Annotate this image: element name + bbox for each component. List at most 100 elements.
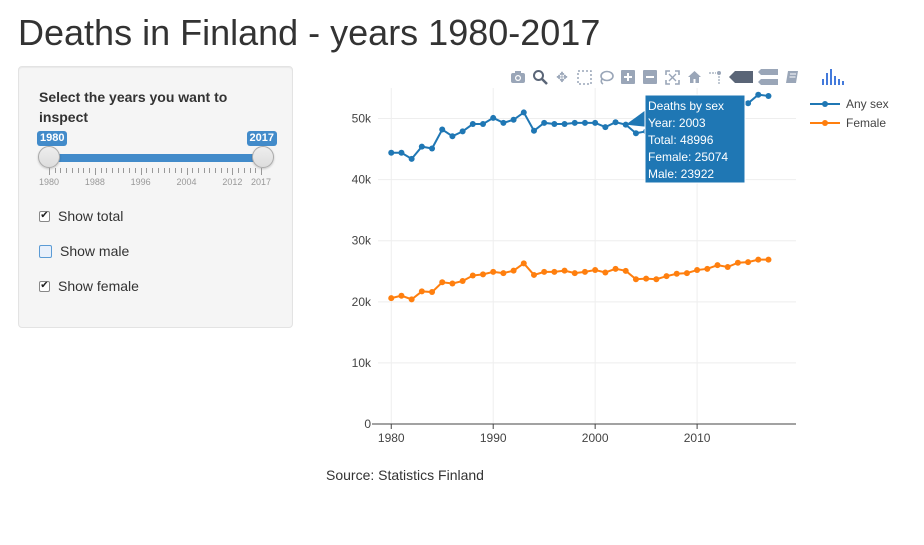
data-point bbox=[632, 130, 639, 137]
year-range-slider[interactable]: 1980 2017 1980 1988 1996 2004 2012 2017 bbox=[37, 131, 277, 191]
data-point bbox=[490, 268, 497, 275]
data-point bbox=[510, 267, 517, 274]
spike-lines-icon[interactable] bbox=[706, 68, 726, 86]
data-point bbox=[398, 292, 405, 299]
legend-marker bbox=[822, 101, 828, 107]
data-point bbox=[480, 271, 487, 278]
show-total-checkbox[interactable]: ✔ Show total bbox=[39, 207, 123, 225]
data-point bbox=[510, 116, 517, 123]
data-point bbox=[408, 296, 415, 303]
edit-chart-icon[interactable] bbox=[782, 68, 802, 86]
slider-tick bbox=[66, 168, 68, 173]
slider-tick bbox=[77, 168, 79, 173]
data-point bbox=[388, 149, 395, 156]
data-point bbox=[429, 145, 436, 152]
data-point bbox=[714, 262, 721, 269]
data-point bbox=[581, 119, 588, 126]
slider-tick bbox=[60, 168, 62, 173]
y-tick-label: 40k bbox=[352, 173, 372, 187]
data-point bbox=[581, 268, 588, 275]
y-tick-label: 30k bbox=[352, 234, 372, 248]
slider-tick-label: 1988 bbox=[84, 177, 105, 187]
slider-tick bbox=[89, 168, 91, 173]
tooltip-line: Female: 25074 bbox=[648, 150, 728, 164]
slider-tick bbox=[112, 168, 114, 173]
data-point bbox=[520, 109, 527, 116]
data-point bbox=[663, 273, 670, 280]
y-tick-label: 10k bbox=[352, 356, 372, 370]
slider-track[interactable] bbox=[49, 154, 261, 162]
data-point bbox=[551, 121, 558, 128]
data-point bbox=[734, 259, 741, 266]
slider-handle-from[interactable] bbox=[38, 146, 60, 168]
tooltip-pointer bbox=[625, 110, 645, 127]
data-point bbox=[541, 119, 548, 126]
tooltip-line: Male: 23922 bbox=[648, 167, 714, 181]
data-point bbox=[643, 275, 650, 282]
slider-tick bbox=[129, 168, 131, 173]
data-point bbox=[439, 279, 446, 286]
data-point bbox=[530, 127, 537, 134]
slider-handle-to[interactable] bbox=[252, 146, 274, 168]
slider-tick-label: 1996 bbox=[130, 177, 151, 187]
camera-icon[interactable] bbox=[508, 68, 528, 86]
data-point bbox=[388, 295, 395, 302]
zoom-out-icon[interactable] bbox=[640, 68, 660, 86]
data-point bbox=[571, 270, 578, 277]
data-point bbox=[449, 133, 456, 140]
data-point bbox=[724, 263, 731, 270]
slider-tick bbox=[203, 168, 205, 173]
legend-label: Female bbox=[846, 116, 886, 130]
checkbox-checked-icon[interactable]: ✔ bbox=[39, 210, 50, 222]
data-point bbox=[632, 276, 639, 283]
plotly-logo-icon[interactable] bbox=[818, 68, 848, 86]
zoom-in-icon[interactable] bbox=[618, 68, 638, 86]
slider-tick bbox=[146, 168, 148, 173]
slider-ticks: 1980 1988 1996 2004 2012 2017 bbox=[37, 168, 273, 188]
show-male-checkbox[interactable]: Show male bbox=[39, 242, 129, 260]
checkbox-checked-icon[interactable]: ✔ bbox=[39, 280, 50, 292]
slider-tick-label: 2012 bbox=[222, 177, 243, 187]
data-point bbox=[704, 265, 711, 272]
slider-tick bbox=[255, 168, 257, 173]
tooltip-box bbox=[644, 94, 746, 184]
slider-tick bbox=[49, 168, 50, 175]
show-female-label: Show female bbox=[58, 278, 139, 294]
data-point bbox=[408, 155, 415, 162]
data-point bbox=[449, 280, 456, 287]
reset-axes-icon[interactable] bbox=[684, 68, 704, 86]
data-point bbox=[480, 121, 487, 128]
slider-tick bbox=[134, 168, 136, 173]
slider-tick bbox=[209, 168, 211, 173]
show-female-checkbox[interactable]: ✔ Show female bbox=[39, 277, 139, 295]
data-point bbox=[459, 278, 466, 285]
page-title: Deaths in Finland - years 1980-2017 bbox=[18, 12, 601, 53]
slider-tick bbox=[140, 168, 142, 175]
slider-tick bbox=[261, 168, 262, 175]
y-tick-label: 0 bbox=[364, 417, 371, 431]
hover-compare-icon[interactable] bbox=[756, 68, 780, 86]
slider-tick bbox=[157, 168, 159, 173]
slider-tick bbox=[152, 168, 154, 173]
hover-closest-icon[interactable] bbox=[728, 68, 754, 86]
data-point bbox=[459, 128, 466, 135]
data-point bbox=[500, 119, 507, 126]
x-tick-label: 1980 bbox=[378, 431, 405, 445]
zoom-icon[interactable] bbox=[530, 68, 550, 86]
data-point bbox=[592, 119, 599, 126]
data-point bbox=[612, 265, 619, 272]
checkbox-unchecked-icon[interactable] bbox=[39, 244, 52, 258]
box-select-icon[interactable] bbox=[574, 68, 594, 86]
data-point bbox=[561, 121, 568, 128]
slider-tick bbox=[180, 168, 182, 173]
lasso-select-icon[interactable] bbox=[596, 68, 616, 86]
data-point bbox=[755, 256, 762, 263]
data-point bbox=[500, 270, 507, 277]
show-male-label: Show male bbox=[60, 243, 130, 259]
data-point bbox=[622, 267, 629, 274]
tooltip-line: Year: 2003 bbox=[648, 116, 706, 130]
autoscale-icon[interactable] bbox=[662, 68, 682, 86]
pan-icon[interactable]: ✥ bbox=[556, 68, 568, 85]
slider-tick bbox=[226, 168, 228, 173]
